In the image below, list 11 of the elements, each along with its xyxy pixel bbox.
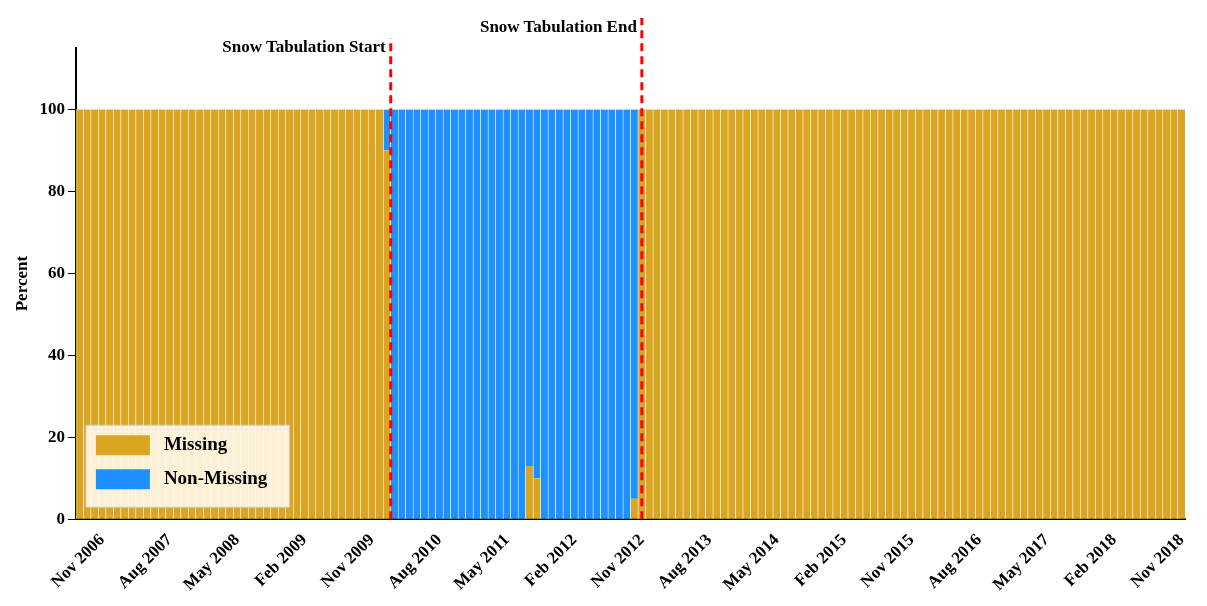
y-tick-label: 0	[56, 508, 65, 528]
ref-line-label: Snow Tabulation Start	[222, 36, 387, 56]
y-tick-label: 60	[47, 262, 65, 282]
legend-label: Missing	[163, 433, 228, 455]
y-tick-label: 20	[47, 426, 65, 446]
legend-label: Non-Missing	[163, 467, 268, 489]
ref-line-label: Snow Tabulation End	[479, 16, 638, 36]
y-tick-label: 40	[47, 344, 65, 364]
y-axis-title: Percent	[11, 255, 31, 312]
y-tick-label: 80	[47, 180, 65, 200]
y-tick-label: 100	[39, 98, 65, 118]
